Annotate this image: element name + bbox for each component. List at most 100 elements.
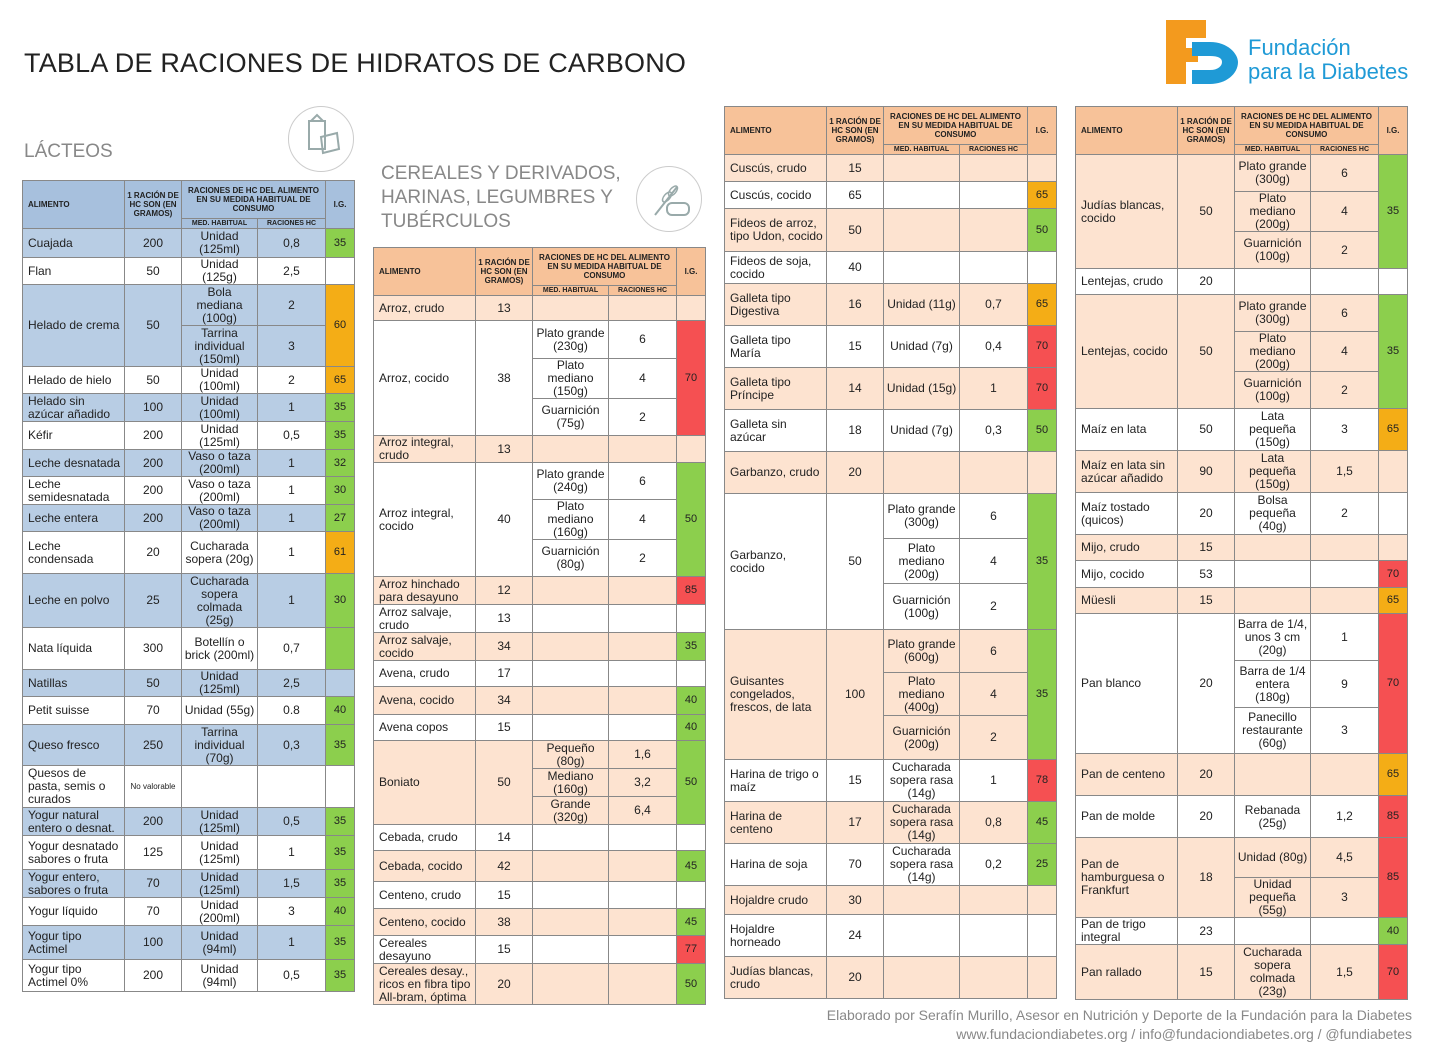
table-row: Maíz en lata sin azúcar añadido 90 Lata pe… (1075, 450, 1409, 493)
grams-per-ration: 23 (1177, 917, 1235, 945)
ration-count: 3 (1309, 707, 1380, 754)
brand-line1: Fundación (1248, 35, 1351, 60)
grams-per-ration: 20 (1177, 795, 1235, 838)
usual-measure: Cucharada sopera colmada (25g) (181, 573, 258, 628)
usual-measure: Guarnición (75g) (532, 398, 609, 436)
ration-count (958, 154, 1029, 182)
usual-measure (883, 885, 960, 915)
glycemic-index: 65 (1027, 283, 1058, 326)
glycemic-index (325, 627, 356, 670)
table-row: Flan 50 Unidad (125g) 2,5 (22, 257, 356, 285)
brand-text: Fundación para la Diabetes (1248, 36, 1408, 84)
table-row: Helado sin azúcar añadido 100 Unidad (100m… (22, 393, 356, 422)
usual-measure: Cucharada sopera rasa (14g) (883, 843, 960, 886)
glycemic-index (1378, 268, 1409, 295)
food-name: Pan de molde (1075, 795, 1178, 838)
food-name: Arroz hinchado para desayuno (373, 576, 476, 605)
ration-count: 6,4 (607, 796, 678, 825)
glycemic-index: 40 (325, 897, 356, 926)
usual-measure: Barra de 1/4, unos 3 cm (20g) (1234, 613, 1311, 661)
ration-count: 6 (1309, 154, 1380, 192)
usual-measure: Unidad (100ml) (181, 366, 258, 394)
table-row: Galleta tipo Príncipe 14 Unidad (15g) 1 70 (724, 367, 1058, 410)
usual-measure: Unidad pequeña (55g) (1234, 877, 1311, 918)
ration-count: 3 (1309, 408, 1380, 451)
usual-measure (883, 451, 960, 494)
usual-measure (532, 935, 609, 964)
ration-count (607, 824, 678, 851)
ration-count: 0,3 (256, 724, 327, 766)
table-row: Pan blanco 20 Barra de 1/4, unos 3 cm (20g… (1075, 613, 1409, 754)
ration-count: 1 (256, 476, 327, 505)
grams-per-ration: 15 (475, 881, 533, 909)
cereales-table-2: ALIMENTO 1 RACIÓN DE HC SON (EN GRAMOS) RA… (724, 106, 1058, 999)
usual-measure: Unidad (200ml) (181, 897, 258, 926)
glycemic-index (325, 669, 356, 697)
usual-measure: Unidad (125ml) (181, 835, 258, 870)
glycemic-index: 45 (1027, 801, 1058, 844)
ration-count: 0,5 (256, 807, 327, 836)
food-name: Cereales desayuno (373, 935, 476, 964)
grams-per-ration: 20 (1177, 613, 1235, 754)
grams-per-ration: 100 (124, 393, 182, 422)
table-row: Cebada, cocido 42 45 (373, 850, 707, 882)
table-row: Mediano (160g) 3,2 (374, 768, 706, 797)
food-name: Fideos de arroz, tipo Udon, cocido (724, 208, 827, 252)
ration-count: 2 (1309, 231, 1380, 269)
ration-count (1309, 560, 1380, 588)
ration-count: 1 (958, 367, 1029, 410)
ration-count: 6 (607, 320, 678, 359)
ration-count (607, 908, 678, 936)
ration-count: 1,5 (1309, 450, 1380, 493)
usual-measure (532, 850, 609, 882)
ration-count: 0,5 (256, 421, 327, 450)
usual-measure: Cucharada sopera (20g) (181, 531, 258, 574)
food-name: Cereales desay., ricos en fibra tipo All… (373, 963, 476, 1005)
table-row: Panecillo restaurante (60g) 3 (1076, 707, 1408, 754)
footer-links: www.fundaciondiabetes.org / info@fundaci… (956, 1026, 1412, 1042)
glycemic-index: 77 (676, 935, 707, 964)
usual-measure (532, 881, 609, 909)
food-name: Helado sin azúcar añadido (22, 393, 125, 422)
header-raciones: RACIONES DE HC DEL ALIMENTO EN SU MEDIDA… (180, 180, 327, 219)
table-row: Yogur tipo Actimel 100 Unidad (94ml) 1 35 (22, 925, 356, 960)
usual-measure (532, 824, 609, 851)
ration-count: 0,8 (256, 228, 327, 258)
glycemic-index: 25 (1027, 843, 1058, 886)
ration-count: 2 (256, 366, 327, 394)
table-row: Lentejas, crudo 20 (1075, 268, 1409, 295)
glycemic-index: 35 (676, 632, 707, 661)
table-row: Pan rallado 15 Cucharada sopera colmada (2… (1075, 944, 1409, 1000)
usual-measure: Grande (320g) (532, 796, 609, 825)
ration-count: 1 (1309, 613, 1380, 661)
glycemic-index (1027, 154, 1058, 182)
glycemic-index (1027, 956, 1058, 999)
usual-measure: Plato mediano (200g) (1234, 191, 1311, 232)
glycemic-index: 32 (325, 449, 356, 477)
grams-per-ration: 17 (475, 660, 533, 687)
usual-measure (883, 181, 960, 209)
legumbres-table: ALIMENTO 1 RACIÓN DE HC SON (EN GRAMOS) RA… (1075, 106, 1409, 1000)
table-row: Yogur entero, sabores o fruta 70 Unidad (1… (22, 869, 356, 898)
ration-count (607, 576, 678, 605)
ration-count: 9 (1309, 660, 1380, 708)
usual-measure: Panecillo restaurante (60g) (1234, 707, 1311, 754)
ration-count: 4 (1309, 191, 1380, 232)
food-name: Harina de trigo o maíz (724, 759, 827, 802)
section-title-lacteos: LÁCTEOS (24, 141, 113, 162)
usual-measure: Plato grande (300g) (1234, 294, 1311, 332)
usual-measure: Guarnición (100g) (883, 583, 960, 630)
grams-per-ration: 50 (475, 740, 533, 825)
ration-count: 0,5 (256, 959, 327, 992)
ration-count: 4 (607, 499, 678, 540)
ration-count (958, 914, 1029, 957)
table-row: Helado de hielo 50 Unidad (100ml) 2 65 (22, 366, 356, 394)
grams-per-ration: 34 (475, 686, 533, 715)
food-name: Maíz tostado (quicos) (1075, 492, 1178, 535)
ration-count (1309, 917, 1380, 945)
usual-measure: Plato mediano (150g) (532, 358, 609, 399)
glycemic-index: 85 (676, 576, 707, 605)
table-row: Guarnición (200g) 2 (725, 715, 1057, 760)
grams-per-ration: 40 (475, 462, 533, 577)
grams-per-ration: 50 (826, 208, 884, 252)
